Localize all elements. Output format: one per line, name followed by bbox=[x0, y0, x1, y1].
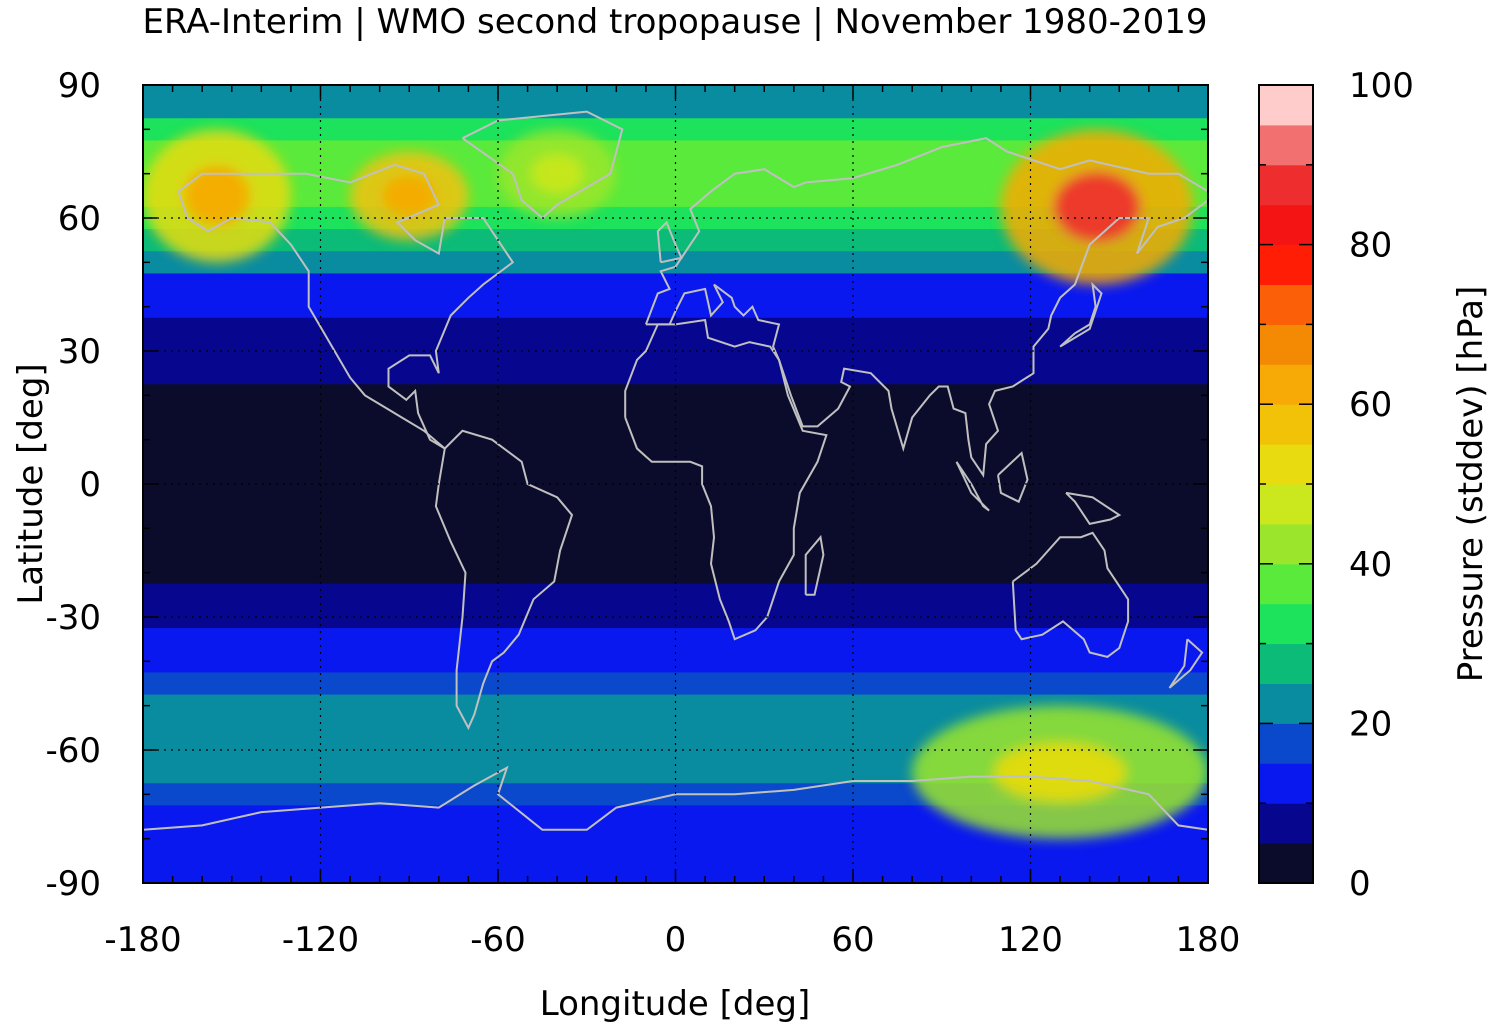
coastline bbox=[656, 220, 683, 264]
coastlines bbox=[143, 110, 1208, 831]
zonal-band bbox=[143, 384, 1208, 408]
coastline bbox=[624, 318, 828, 641]
zonal-band bbox=[143, 694, 1208, 718]
y-tick-label: -60 bbox=[45, 731, 101, 771]
colorbar-segment bbox=[1259, 723, 1313, 764]
zonal-band bbox=[143, 251, 1208, 275]
y-tick-label: 30 bbox=[58, 332, 101, 372]
colorbar-segment bbox=[1259, 803, 1313, 844]
colorbar-tick-label: 20 bbox=[1349, 704, 1392, 744]
coastline bbox=[434, 429, 574, 731]
colorbar-segment bbox=[1259, 164, 1313, 206]
colorbar-segment bbox=[1259, 284, 1313, 325]
anomaly-peak bbox=[183, 165, 251, 226]
colorbar-segment bbox=[1259, 324, 1313, 365]
x-tick-label: 120 bbox=[998, 920, 1063, 960]
zonal-band bbox=[143, 583, 1208, 607]
colorbar-tick-labels: 0 20 40 60 80 100 bbox=[1349, 66, 1414, 904]
coastline bbox=[1011, 531, 1130, 658]
zonal-band bbox=[143, 317, 1208, 341]
plot-ticks bbox=[142, 84, 1209, 884]
coastline bbox=[1059, 281, 1103, 348]
zonal-band bbox=[143, 561, 1208, 585]
plot-area bbox=[143, 85, 1208, 883]
y-axis-label: Latitude [deg] bbox=[11, 363, 51, 604]
zonal-band bbox=[143, 672, 1208, 696]
y-tick-label: 60 bbox=[58, 199, 101, 239]
anomaly-peak bbox=[382, 175, 436, 216]
chart-title: ERA-Interim | WMO second tropopause | No… bbox=[143, 2, 1208, 42]
zonal-band bbox=[143, 118, 1208, 142]
zonal-band bbox=[143, 428, 1208, 452]
colorbar-segment bbox=[1259, 364, 1313, 405]
x-tick-label: 0 bbox=[665, 920, 687, 960]
colorbar-segment bbox=[1259, 124, 1313, 166]
y-tick-label: 90 bbox=[58, 66, 101, 106]
colorbar-segment bbox=[1259, 643, 1313, 684]
x-tick-label: -60 bbox=[470, 920, 526, 960]
colorbar-tick-label: 60 bbox=[1349, 385, 1392, 425]
colorbar-tick-label: 40 bbox=[1349, 545, 1392, 585]
coastline bbox=[143, 765, 1208, 831]
colorbar-segment bbox=[1259, 563, 1313, 605]
regional-anomalies bbox=[143, 129, 1208, 839]
zonal-band bbox=[143, 273, 1208, 297]
colorbar-segment bbox=[1259, 244, 1313, 285]
colorbar-segment bbox=[1259, 444, 1313, 485]
colorbar-segment bbox=[1259, 843, 1313, 884]
y-tick-labels: 90 60 30 0 -30 -60 -90 bbox=[45, 66, 101, 904]
zonal-band bbox=[143, 295, 1208, 319]
colorbar-segment bbox=[1259, 683, 1313, 724]
coastline bbox=[177, 163, 515, 450]
zonal-band bbox=[143, 827, 1208, 851]
coastline bbox=[1168, 638, 1204, 689]
coastline bbox=[461, 110, 624, 220]
coastline bbox=[644, 137, 1208, 478]
y-tick-label: -90 bbox=[45, 864, 101, 904]
colorbar-label: Pressure (stddev) [hPa] bbox=[1451, 286, 1491, 682]
coastline bbox=[997, 451, 1029, 504]
zonal-band bbox=[143, 539, 1208, 563]
coastline bbox=[1065, 491, 1122, 526]
x-axis-label: Longitude [deg] bbox=[540, 984, 811, 1024]
x-tick-labels: -180 -120 -60 0 60 120 180 bbox=[104, 920, 1240, 960]
colorbar-segment bbox=[1259, 404, 1313, 445]
y-tick-label: -30 bbox=[45, 598, 101, 638]
zonal-band bbox=[143, 406, 1208, 430]
colorbar bbox=[1259, 85, 1313, 884]
colorbar-segment bbox=[1259, 484, 1313, 525]
colorbar-segment bbox=[1259, 523, 1313, 565]
anomaly-peak bbox=[993, 742, 1127, 803]
colorbar-segment bbox=[1259, 763, 1313, 804]
y-tick-label: 0 bbox=[79, 465, 101, 505]
x-tick-label: 180 bbox=[1176, 920, 1241, 960]
zonal-band bbox=[143, 650, 1208, 674]
colorbar-tick-label: 80 bbox=[1349, 226, 1392, 266]
x-tick-label: -120 bbox=[282, 920, 359, 960]
coastline bbox=[804, 534, 825, 596]
anomaly-peak bbox=[530, 153, 584, 194]
colorbar-ticks bbox=[1259, 84, 1313, 884]
colorbar-tick-label: 0 bbox=[1349, 864, 1371, 904]
grid-lines bbox=[143, 85, 1208, 883]
colorbar-tick-label: 100 bbox=[1349, 66, 1414, 106]
zonal-band bbox=[143, 517, 1208, 541]
x-tick-label: -180 bbox=[104, 920, 181, 960]
colorbar-segment bbox=[1259, 603, 1313, 645]
colorbar-segment bbox=[1259, 204, 1313, 246]
colorbar-segment bbox=[1259, 85, 1313, 126]
anomaly-peak bbox=[1053, 172, 1141, 242]
zonal-band bbox=[143, 849, 1208, 873]
coastline bbox=[955, 461, 990, 512]
x-tick-label: 60 bbox=[831, 920, 874, 960]
